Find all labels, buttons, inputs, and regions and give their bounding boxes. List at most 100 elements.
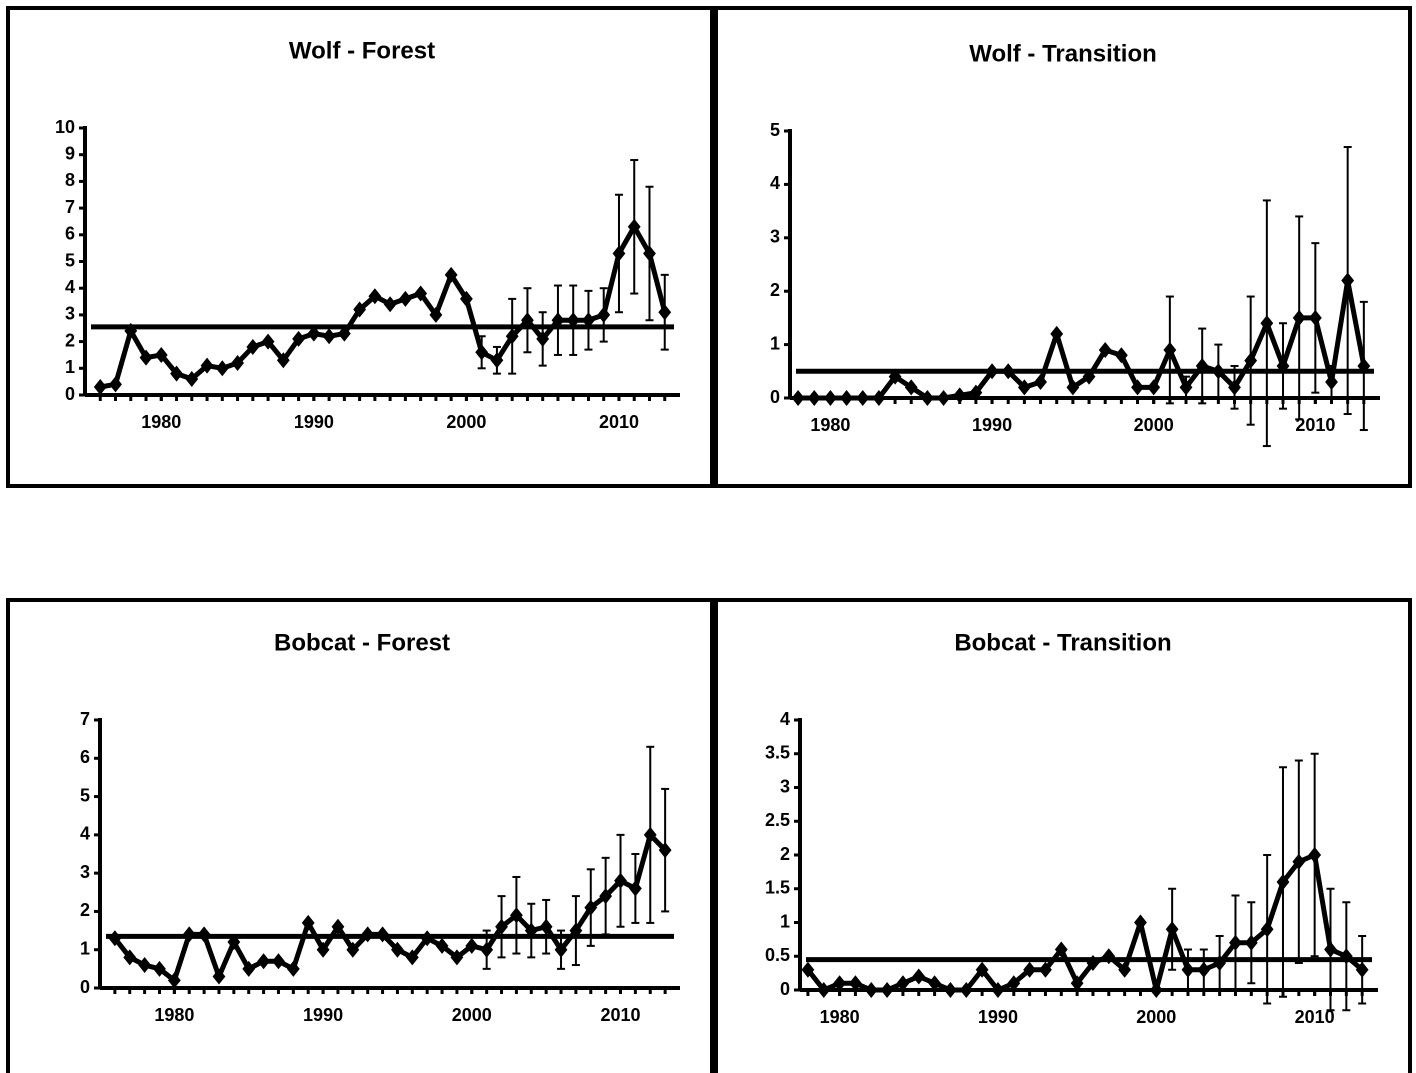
data-marker [904, 379, 918, 396]
data-marker [361, 926, 375, 943]
x-tick-label: 2000 [1136, 1007, 1176, 1027]
y-tick-label: 1 [770, 333, 780, 353]
data-marker [872, 390, 886, 406]
data-marker [154, 346, 168, 363]
data-marker [182, 926, 196, 943]
x-tick-label: 1980 [810, 415, 850, 435]
data-marker [1098, 341, 1112, 358]
data-marker [465, 937, 479, 954]
y-tick-label: 5 [65, 250, 75, 270]
x-tick-label: 1990 [294, 412, 334, 432]
y-tick-label: 5 [80, 785, 90, 805]
y-tick-label: 0.5 [765, 945, 790, 965]
data-marker [975, 961, 989, 978]
data-marker [937, 390, 950, 406]
chart-title: Wolf - Forest [289, 37, 435, 64]
y-tick-label: 5 [770, 120, 780, 140]
data-marker [1007, 975, 1021, 992]
y-tick-label: 0 [780, 979, 790, 999]
data-marker [1066, 379, 1080, 396]
data-marker [444, 266, 458, 283]
y-tick-label: 2 [65, 330, 75, 350]
y-tick-label: 6 [65, 224, 75, 244]
data-marker [257, 953, 270, 970]
x-tick-label: 2000 [452, 1005, 492, 1025]
data-marker [1086, 955, 1100, 971]
y-tick-label: 2 [770, 280, 780, 300]
data-marker [1213, 955, 1227, 971]
data-line [99, 224, 668, 390]
data-marker [1149, 982, 1163, 998]
x-tick-label: 2000 [1134, 415, 1174, 435]
data-marker [551, 312, 565, 329]
data-line [798, 278, 1367, 401]
x-tick-label: 2000 [446, 412, 486, 432]
data-marker [505, 328, 519, 345]
data-marker [1131, 379, 1144, 396]
data-marker [1082, 368, 1096, 385]
data-marker [170, 365, 183, 382]
data-marker [185, 370, 199, 387]
data-marker [1181, 961, 1195, 978]
data-marker [307, 325, 321, 342]
data-marker [833, 975, 846, 992]
data-marker [856, 390, 870, 406]
panel-frame [714, 6, 1412, 488]
data-marker [817, 982, 831, 998]
data-marker [597, 306, 611, 323]
y-tick-label: 7 [65, 197, 75, 217]
data-marker [420, 930, 434, 947]
data-marker [969, 384, 983, 401]
data-marker [1228, 379, 1241, 396]
y-tick-label: 1.5 [765, 878, 790, 898]
data-marker [1197, 961, 1211, 978]
data-marker [1163, 341, 1177, 358]
data-marker [953, 387, 967, 404]
data-marker [286, 960, 300, 977]
data-marker [896, 975, 910, 992]
data-marker [1244, 352, 1258, 369]
chart-title: Wolf - Transition [969, 40, 1157, 67]
y-tick-label: 3 [80, 862, 90, 882]
data-marker [391, 941, 404, 958]
data-marker [1276, 874, 1290, 890]
y-tick-label: 4 [780, 709, 790, 729]
data-marker [460, 290, 473, 307]
data-marker [1276, 357, 1290, 374]
data-marker [376, 926, 389, 943]
data-marker [1211, 363, 1225, 380]
y-tick-label: 2 [780, 844, 790, 864]
data-marker [1147, 379, 1161, 396]
y-tick-label: 6 [80, 747, 90, 767]
data-marker [524, 922, 538, 939]
data-marker [510, 907, 523, 924]
data-marker [554, 941, 568, 958]
x-tick-label: 1990 [972, 415, 1012, 435]
data-marker [1229, 934, 1242, 951]
data-marker [475, 344, 489, 361]
data-marker [200, 357, 214, 374]
data-marker [1260, 315, 1274, 332]
data-marker [1134, 914, 1147, 931]
chart-title: Bobcat - Transition [954, 629, 1171, 656]
data-marker [658, 842, 672, 859]
x-tick-label: 2010 [600, 1005, 640, 1025]
x-tick-label: 2010 [599, 412, 639, 432]
data-marker [944, 982, 957, 998]
data-marker [246, 338, 260, 355]
data-marker [197, 926, 211, 943]
data-marker [599, 888, 613, 905]
data-marker [292, 330, 305, 347]
data-marker [1050, 325, 1064, 342]
data-marker [569, 922, 583, 939]
data-marker [316, 941, 330, 958]
data-marker [1308, 309, 1322, 326]
data-marker [849, 975, 862, 992]
y-tick-label: 7 [80, 709, 90, 729]
data-marker [912, 968, 926, 985]
data-marker [109, 376, 122, 393]
data-marker [643, 245, 656, 262]
data-marker [1292, 853, 1306, 870]
data-marker [840, 390, 853, 406]
